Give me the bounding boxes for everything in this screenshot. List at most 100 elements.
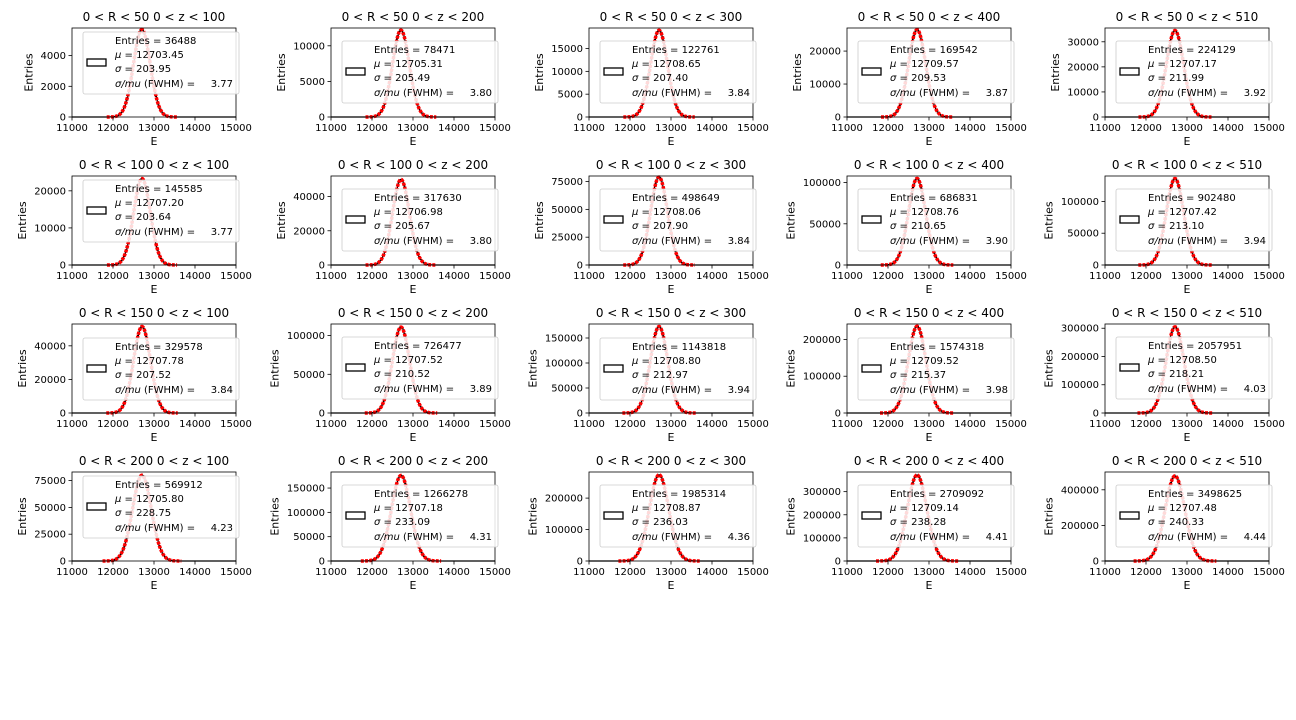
legend-fwhm-value: 4.41 <box>986 532 1008 543</box>
legend-mean-label: μ = <box>373 59 395 70</box>
legend-entries-label: Entries = <box>632 193 682 204</box>
legend-mean: μ = 12705.31 <box>373 59 443 70</box>
y-tick-label: 10000 <box>34 223 66 234</box>
legend-sigma-value: 215.37 <box>911 370 946 381</box>
y-tick-label: 100000 <box>1061 197 1099 208</box>
chart-title: 0 < R < 50 0 < z < 200 <box>342 10 485 24</box>
x-tick-label: 11000 <box>573 567 605 578</box>
x-tick-label: 13000 <box>138 567 170 578</box>
x-tick-label: 13000 <box>1171 271 1203 282</box>
x-tick-label: 11000 <box>831 419 863 430</box>
y-tick-label: 0 <box>835 261 841 272</box>
x-tick-label: 12000 <box>97 419 129 430</box>
legend-fwhm-label: (FWHM) = <box>916 385 970 396</box>
legend-box <box>599 337 757 401</box>
x-tick-label: 12000 <box>97 567 129 578</box>
legend-fwhm: σ/mu (FWHM) = <box>890 88 970 99</box>
x-tick-label: 12000 <box>872 419 904 430</box>
y-axis-label: Entries <box>785 349 798 388</box>
x-tick-label: 11000 <box>56 123 88 134</box>
legend-sigma: σ = 228.75 <box>115 508 171 519</box>
legend-entries-label: Entries = <box>632 342 682 353</box>
y-tick-label: 100000 <box>287 331 325 342</box>
legend-entries-label: Entries = <box>115 342 165 353</box>
legend-mean-value: 12708.50 <box>1169 355 1217 366</box>
x-axis-label: E <box>926 579 933 592</box>
gaussian-fit-curve <box>618 472 700 563</box>
legend-sigma-label: σ = <box>632 517 653 528</box>
legend-box <box>341 484 499 548</box>
y-tick-label: 2000 <box>41 82 66 93</box>
y-tick-label: 0 <box>60 261 66 272</box>
x-tick-label: 13000 <box>655 123 687 134</box>
x-tick-label: 15000 <box>737 419 769 430</box>
chart-title: 0 < R < 50 0 < z < 510 <box>1116 10 1259 24</box>
y-tick-label: 50000 <box>293 532 325 543</box>
legend-fwhm-label: (FWHM) = <box>658 385 712 396</box>
legend-sigma-label: σ = <box>374 221 395 232</box>
legend-fwhm-prefix: σ/mu <box>374 532 400 543</box>
y-tick-label: 10000 <box>1067 87 1099 98</box>
legend-mean: μ = 12707.78 <box>114 356 184 367</box>
x-axis-label: E <box>926 431 933 444</box>
legend-entries-label: Entries = <box>1148 489 1198 500</box>
legend-fwhm-label: (FWHM) = <box>141 523 195 534</box>
x-tick-label: 14000 <box>438 419 470 430</box>
y-tick-label: 50000 <box>34 503 66 514</box>
legend-entries: Entries = 2057951 <box>1148 341 1242 352</box>
legend-entries: Entries = 36488 <box>115 36 196 47</box>
y-tick-label: 200000 <box>545 494 583 505</box>
legend-box <box>599 484 757 548</box>
legend-histogram-swatch <box>86 206 107 215</box>
x-tick-label: 12000 <box>872 271 904 282</box>
y-tick-label: 0 <box>577 261 583 272</box>
legend-sigma: σ = 207.90 <box>632 221 688 232</box>
x-tick-label: 12000 <box>1130 419 1162 430</box>
x-tick-label: 11000 <box>1089 123 1121 134</box>
legend-sigma-value: 205.49 <box>395 73 430 84</box>
x-tick-label: 13000 <box>913 419 945 430</box>
legend-sigma-label: σ = <box>115 508 136 519</box>
x-tick-label: 12000 <box>356 271 388 282</box>
legend-mean: μ = 12708.87 <box>631 503 701 514</box>
legend-fwhm-prefix: σ/mu <box>1148 236 1174 247</box>
legend-fwhm-prefix: σ/mu <box>1148 532 1174 543</box>
legend-entries-value: 329578 <box>165 342 203 353</box>
x-tick-label: 15000 <box>479 123 511 134</box>
chart-title: 0 < R < 150 0 < z < 200 <box>338 306 488 320</box>
legend-fwhm-label: (FWHM) = <box>1174 88 1228 99</box>
legend-sigma-label: σ = <box>1148 517 1169 528</box>
legend-mean-value: 12708.76 <box>911 207 959 218</box>
legend-entries-value: 726477 <box>424 341 462 352</box>
legend-histogram-swatch <box>345 67 366 76</box>
legend-mean-label: μ = <box>631 503 653 514</box>
legend-mean: μ = 12708.76 <box>889 207 959 218</box>
legend-mean: μ = 12705.80 <box>114 494 184 505</box>
legend-box <box>341 336 499 400</box>
y-tick-label: 20000 <box>1067 62 1099 73</box>
x-tick-label: 15000 <box>995 123 1027 134</box>
legend-histogram-swatch <box>861 511 882 520</box>
legend-fwhm-prefix: σ/mu <box>632 88 658 99</box>
x-tick-label: 11000 <box>831 271 863 282</box>
legend-fwhm: σ/mu (FWHM) = <box>115 79 195 90</box>
legend-sigma-value: 203.64 <box>136 212 171 223</box>
legend-mean-label: μ = <box>1147 207 1169 218</box>
x-tick-label: 11000 <box>315 271 347 282</box>
x-tick-label: 15000 <box>220 123 252 134</box>
legend-mean-label: μ = <box>373 503 395 514</box>
y-tick-label: 40000 <box>34 341 66 352</box>
legend-histogram-swatch <box>345 363 366 372</box>
legend-entries-value: 1143818 <box>682 342 727 353</box>
x-tick-label: 12000 <box>97 123 129 134</box>
legend-fwhm: σ/mu (FWHM) = <box>890 236 970 247</box>
legend-entries-value: 902480 <box>1198 193 1236 204</box>
y-axis-label: Entries <box>1043 497 1056 536</box>
chart-panel: 0 < R < 50 0 < z < 200 11000 12000 13000 140… <box>275 10 511 148</box>
chart-panel: 0 < R < 200 0 < z < 510 11000 12000 13000 14… <box>1043 454 1285 592</box>
gaussian-fit-curve <box>880 27 954 119</box>
chart-title: 0 < R < 150 0 < z < 400 <box>854 306 1004 320</box>
